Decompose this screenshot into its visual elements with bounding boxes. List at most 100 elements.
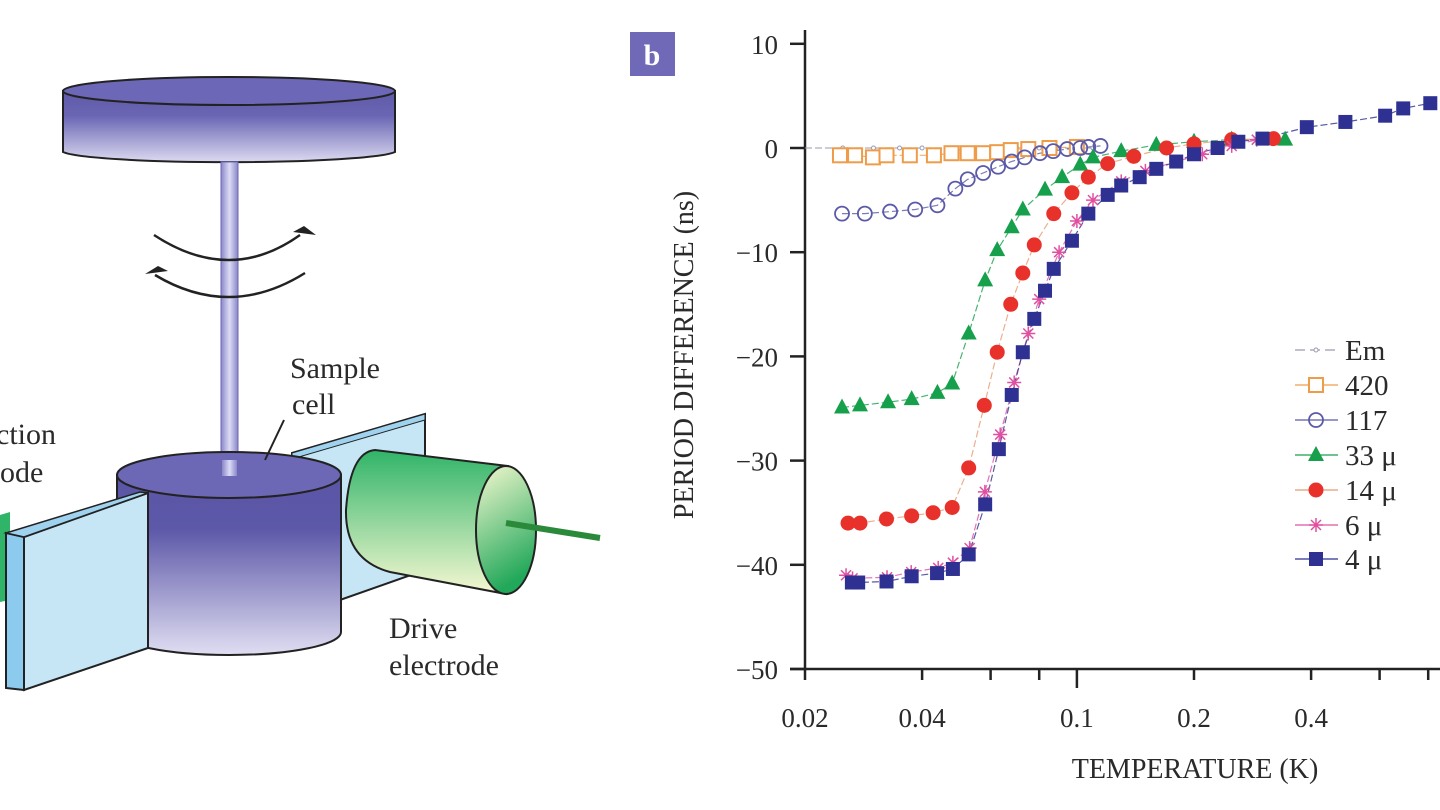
- data-point: [943, 145, 960, 162]
- data-point: [1026, 237, 1042, 253]
- data-point: [831, 147, 848, 164]
- data-point: [1027, 311, 1042, 326]
- y-tick-label: −20: [736, 342, 778, 372]
- legend-marker-icon: [1313, 347, 1319, 353]
- legend-item: 33 μ: [1295, 440, 1397, 472]
- data-point: [1080, 139, 1097, 155]
- data-point: [930, 566, 945, 581]
- data-point: [1072, 155, 1089, 171]
- panel-label-b: b: [630, 32, 675, 76]
- data-point: [1014, 200, 1031, 216]
- axes: 10 0 −10 −20 −30 −40 −500.02 0.04 0.1 0.2 0.4: [736, 30, 1440, 733]
- legend-label: Em: [1345, 335, 1386, 367]
- data-point: [1338, 114, 1353, 129]
- data-point: [1092, 138, 1109, 154]
- data-point: [1113, 142, 1130, 158]
- legend-item: 420: [1295, 370, 1389, 402]
- data-point: [1086, 193, 1100, 208]
- data-point: [1080, 169, 1096, 185]
- legend-item: Em: [1295, 335, 1386, 367]
- drive-electrode-label-line1: Drive: [389, 612, 457, 645]
- x-tick-label: 0.02: [781, 703, 828, 733]
- series-line-14: [848, 138, 1274, 524]
- legend-label: 33 μ: [1345, 440, 1397, 472]
- front-plate: [3, 491, 149, 692]
- data-point: [1265, 131, 1281, 147]
- data-point: [991, 442, 1006, 457]
- data-point: [1064, 185, 1080, 201]
- legend-marker-icon: [1308, 482, 1324, 498]
- data-point: [1003, 296, 1019, 312]
- data-point: [1015, 345, 1030, 360]
- data-point: [1085, 148, 1102, 164]
- data-point: [1100, 187, 1115, 202]
- series-points-117: [834, 138, 1109, 222]
- legend-item: 4 μ: [1295, 544, 1382, 576]
- data-point: [1064, 233, 1079, 248]
- data-point: [1069, 213, 1084, 228]
- legend-label: 420: [1345, 370, 1389, 402]
- data-point: [1159, 140, 1175, 156]
- data-point: [907, 201, 924, 218]
- series-line-33: [841, 139, 1286, 409]
- data-point: [919, 145, 925, 151]
- x-tick-label: 0.04: [898, 703, 946, 733]
- data-point: [944, 374, 961, 390]
- data-point: [959, 171, 976, 188]
- legend-item: 6 μ: [1295, 510, 1382, 542]
- x-tick-label: 0.4: [1294, 703, 1328, 733]
- data-point: [1396, 101, 1411, 116]
- data-point: [1114, 178, 1129, 193]
- series-points-33: [834, 130, 1294, 414]
- rotation-arrows-icon: [145, 226, 316, 299]
- y-axis-title: PERIOD DIFFERENCE (ns): [669, 191, 700, 519]
- legend-label: 6 μ: [1345, 510, 1382, 542]
- data-point: [925, 147, 942, 164]
- data-point: [1015, 265, 1031, 281]
- series-points-420: [831, 138, 1085, 166]
- data-point: [929, 197, 946, 214]
- y-tick-label: −50: [736, 655, 778, 685]
- data-point: [882, 203, 899, 220]
- data-point: [1054, 168, 1071, 184]
- data-point: [929, 383, 946, 399]
- data-point: [840, 515, 856, 531]
- legend-marker-icon: [1308, 377, 1324, 393]
- data-point: [1004, 387, 1019, 402]
- data-point: [1277, 130, 1294, 146]
- y-tick-label: −40: [736, 551, 778, 581]
- svg-text:b: b: [644, 39, 661, 72]
- x-axis-title: TEMPERATURE (K): [1072, 754, 1319, 785]
- data-point: [903, 390, 920, 406]
- data-point: [852, 515, 868, 531]
- data-point: [925, 505, 941, 521]
- data-point: [904, 508, 920, 524]
- data-point: [1149, 161, 1164, 176]
- drive-electrode-label-line2: electrode: [389, 649, 499, 682]
- data-point: [1100, 156, 1116, 172]
- data-point: [1231, 134, 1246, 149]
- legend-item: 14 μ: [1295, 475, 1397, 507]
- data-point: [852, 396, 869, 412]
- legend-label: 4 μ: [1345, 544, 1382, 576]
- data-point: [947, 180, 964, 197]
- data-point: [1002, 142, 1019, 159]
- series-lines: [805, 102, 1431, 584]
- data-point: [975, 165, 992, 181]
- data-point: [1072, 140, 1089, 156]
- data-point: [1081, 206, 1096, 221]
- data-point: [975, 145, 992, 162]
- data-point: [945, 561, 960, 576]
- legend-marker-icon: [1308, 412, 1324, 428]
- data-point: [1021, 326, 1036, 341]
- data-point: [897, 145, 903, 151]
- data-point: [1046, 261, 1061, 276]
- data-point: [834, 398, 851, 414]
- data-point: [864, 149, 881, 166]
- legend-marker-icon: [1309, 518, 1323, 532]
- data-point: [961, 547, 976, 562]
- data-points: [831, 96, 1438, 590]
- data-point: [1016, 149, 1033, 166]
- x-tick-label: 0.2: [1177, 703, 1211, 733]
- data-point: [879, 511, 895, 527]
